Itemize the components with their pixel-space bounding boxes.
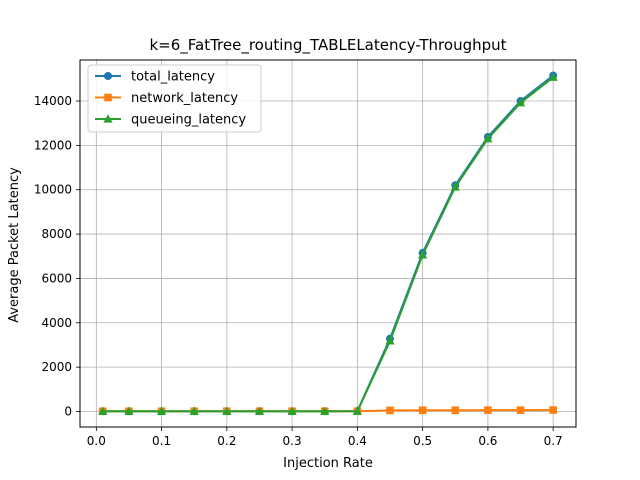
y-tick-label: 12000: [34, 138, 72, 152]
legend-box: [87, 64, 262, 133]
x-axis: 0.0 0.1 0.2 0.3 0.4 0.5 0.6 0.7: [87, 427, 563, 448]
x-tick-label: 0.5: [413, 434, 432, 448]
y-tick-label: 2000: [41, 360, 72, 374]
x-tick-label: 0.2: [217, 434, 236, 448]
data-point: [451, 406, 460, 414]
data-point: [418, 250, 428, 259]
grid-lines: [80, 60, 576, 427]
data-point: [418, 406, 427, 415]
x-tick-label: 0.4: [348, 434, 367, 448]
x-tick-label: 0.0: [87, 434, 106, 448]
data-point: [287, 406, 297, 416]
y-axis-label: Average Packet Latency: [7, 167, 22, 323]
data-point: [516, 406, 525, 414]
data-point: [254, 406, 265, 416]
data-point: [98, 406, 108, 416]
data-point: [484, 406, 492, 414]
x-axis-label: Injection Rate: [283, 456, 373, 471]
plot-frame: [79, 59, 577, 428]
data-point: [124, 406, 134, 416]
legend-label: queueing_latency: [131, 113, 246, 128]
data-point: [450, 182, 460, 191]
y-tick-label: 6000: [41, 271, 72, 285]
x-tick-label: 0.7: [544, 434, 563, 448]
y-tick-label: 0: [64, 404, 72, 418]
data-point: [515, 97, 526, 107]
y-tick-label: 4000: [41, 316, 72, 330]
series-layer: [98, 71, 558, 416]
legend-marker: [104, 93, 112, 102]
data-point: [386, 406, 394, 415]
y-tick-label: 8000: [41, 227, 72, 241]
x-tick-label: 0.6: [478, 434, 497, 448]
data-point: [385, 336, 395, 345]
legend-item-queueing_latency: queueing_latency: [95, 113, 246, 128]
data-point: [548, 72, 558, 81]
legend-label: total_latency: [131, 70, 215, 85]
data-point: [483, 133, 493, 143]
data-point: [222, 406, 232, 416]
data-point: [352, 406, 362, 415]
series-queueing_latency: [98, 72, 558, 416]
legend-item-network_latency: network_latency: [95, 91, 238, 106]
legend-marker: [104, 72, 112, 80]
x-tick-label: 0.3: [283, 434, 302, 448]
data-point: [549, 406, 557, 414]
chart-title: k=6_FatTree_routing_TABLELatency-Through…: [149, 36, 506, 55]
legend: total_latency network_latency queueing_lat…: [87, 64, 262, 133]
x-tick-label: 0.1: [152, 434, 171, 448]
legend-label: network_latency: [131, 91, 238, 106]
data-point: [320, 406, 330, 416]
data-point: [189, 406, 199, 416]
legend-item-total_latency: total_latency: [95, 70, 215, 85]
legend-marker: [103, 114, 113, 123]
y-tick-label: 14000: [34, 94, 72, 108]
data-point: [156, 406, 167, 416]
y-tick-label: 10000: [34, 183, 72, 197]
y-axis: 0 2000 4000 6000 8000 10000 12000 14000: [34, 94, 80, 418]
